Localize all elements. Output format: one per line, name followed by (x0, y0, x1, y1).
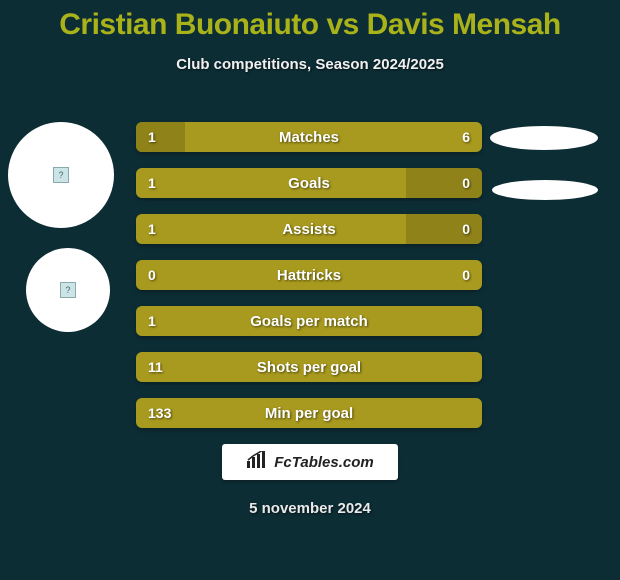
page-title: Cristian Buonaiuto vs Davis Mensah (0, 0, 620, 42)
title-vs: vs (326, 8, 358, 41)
stat-value-right: 0 (462, 168, 470, 198)
stat-row: 0Hattricks0 (136, 260, 482, 290)
stat-label: Shots per goal (136, 352, 482, 382)
stat-label: Goals per match (136, 306, 482, 336)
stat-label: Min per goal (136, 398, 482, 428)
chart-icon (246, 451, 268, 474)
avatar-club1: ? (26, 248, 110, 332)
footer-date: 5 november 2024 (0, 500, 620, 517)
title-player1: Cristian Buonaiuto (59, 8, 318, 41)
stat-row: 1Goals per match (136, 306, 482, 336)
stat-row: 133Min per goal (136, 398, 482, 428)
brand-text: FcTables.com (274, 454, 373, 471)
stat-row: 1Assists0 (136, 214, 482, 244)
avatars-left: ? ? (8, 122, 114, 352)
placeholder-icon: ? (60, 282, 76, 298)
stat-value-right: 0 (462, 260, 470, 290)
stat-value-right: 6 (462, 122, 470, 152)
stats-bars: 1Matches61Goals01Assists00Hattricks01Goa… (136, 122, 482, 444)
subtitle: Club competitions, Season 2024/2025 (0, 56, 620, 73)
stat-row: 1Matches6 (136, 122, 482, 152)
avatar-player1: ? (8, 122, 114, 228)
avatar-player2 (490, 126, 598, 150)
placeholder-icon: ? (53, 167, 69, 183)
stat-label: Assists (136, 214, 482, 244)
stat-row: 1Goals0 (136, 168, 482, 198)
title-player2: Davis Mensah (367, 8, 561, 41)
stat-label: Matches (136, 122, 482, 152)
stat-row: 11Shots per goal (136, 352, 482, 382)
stat-label: Goals (136, 168, 482, 198)
avatar-club2 (492, 180, 598, 200)
stat-value-right: 0 (462, 214, 470, 244)
brand-box: FcTables.com (222, 444, 398, 480)
stat-label: Hattricks (136, 260, 482, 290)
